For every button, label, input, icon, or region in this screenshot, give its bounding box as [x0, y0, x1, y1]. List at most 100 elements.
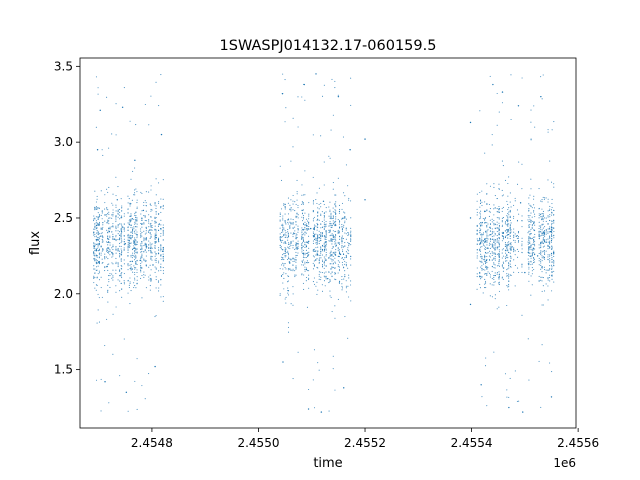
- data-point: [109, 272, 111, 275]
- data-point: [290, 206, 292, 209]
- data-point: [479, 229, 482, 231]
- data-point: [329, 201, 331, 203]
- data-point: [129, 234, 131, 236]
- data-point: [507, 268, 509, 270]
- data-point: [540, 252, 542, 254]
- data-point: [329, 252, 331, 254]
- data-point: [510, 274, 512, 277]
- data-point: [486, 240, 488, 242]
- data-point: [320, 247, 322, 249]
- data-point: [294, 270, 296, 272]
- data-point: [135, 218, 137, 220]
- data-point: [94, 259, 96, 261]
- data-point: [155, 237, 157, 239]
- data-point: [295, 221, 297, 223]
- data-point: [323, 244, 325, 246]
- data-point: [295, 203, 297, 205]
- data-point: [553, 222, 555, 224]
- data-point: [491, 278, 493, 280]
- data-point: [321, 254, 323, 256]
- data-point: [517, 267, 519, 269]
- data-point: [97, 246, 99, 248]
- data-point: [109, 254, 111, 256]
- data-point: [341, 239, 343, 241]
- data-point: [321, 271, 324, 274]
- data-point: [533, 221, 536, 223]
- data-point: [548, 209, 551, 212]
- data-point: [528, 264, 530, 266]
- data-point: [530, 233, 532, 235]
- data-point: [162, 251, 164, 253]
- data-point: [486, 226, 488, 228]
- data-point: [481, 262, 483, 264]
- data-point: [498, 275, 500, 277]
- data-point: [148, 276, 150, 278]
- data-point: [301, 242, 304, 244]
- data-point: [533, 210, 535, 212]
- data-point: [551, 228, 553, 230]
- data-point: [531, 237, 533, 239]
- data-point: [154, 225, 156, 227]
- data-point: [134, 221, 136, 223]
- data-point: [550, 240, 553, 242]
- data-point: [94, 255, 96, 257]
- data-point: [498, 254, 500, 256]
- data-point: [112, 212, 114, 214]
- data-point: [469, 217, 472, 219]
- data-point: [292, 232, 295, 234]
- data-point: [323, 280, 326, 282]
- data-point: [143, 258, 145, 260]
- data-point: [323, 275, 325, 277]
- data-point: [493, 220, 495, 222]
- data-point: [493, 246, 495, 248]
- data-point: [140, 230, 142, 232]
- data-point: [542, 237, 544, 239]
- data-point: [305, 244, 307, 246]
- data-point: [498, 306, 500, 308]
- data-point: [348, 243, 350, 245]
- data-point: [345, 265, 347, 267]
- data-point: [93, 277, 95, 279]
- data-point: [306, 228, 308, 230]
- data-point: [130, 260, 132, 262]
- data-point: [501, 225, 503, 228]
- data-point: [117, 212, 119, 214]
- data-point: [343, 387, 345, 389]
- data-point: [488, 255, 490, 257]
- data-point: [283, 259, 285, 261]
- data-point: [287, 292, 289, 294]
- data-point: [150, 236, 152, 238]
- data-point: [154, 217, 156, 219]
- data-point: [484, 152, 486, 154]
- data-point: [507, 224, 509, 226]
- data-point: [513, 215, 515, 217]
- data-point: [504, 221, 507, 223]
- data-point: [101, 218, 103, 220]
- data-point: [284, 220, 286, 222]
- data-point: [547, 277, 549, 279]
- data-point: [160, 250, 162, 252]
- data-point: [496, 253, 498, 255]
- data-point: [158, 262, 160, 264]
- data-point: [509, 242, 511, 245]
- data-point: [315, 73, 317, 75]
- data-point: [313, 235, 316, 237]
- data-point: [292, 268, 294, 270]
- data-point: [510, 244, 512, 246]
- data-point: [486, 183, 488, 185]
- data-point: [93, 268, 95, 270]
- data-point: [96, 247, 98, 250]
- data-point: [145, 204, 147, 207]
- data-point: [534, 253, 536, 255]
- data-point: [104, 208, 106, 210]
- data-point: [334, 243, 336, 245]
- data-point: [347, 267, 349, 269]
- data-point: [129, 219, 131, 221]
- data-point: [549, 247, 551, 249]
- data-point: [323, 250, 325, 252]
- data-point: [479, 213, 482, 215]
- data-point: [540, 241, 542, 243]
- data-point: [157, 280, 160, 282]
- data-point: [508, 211, 510, 213]
- data-point: [148, 240, 150, 242]
